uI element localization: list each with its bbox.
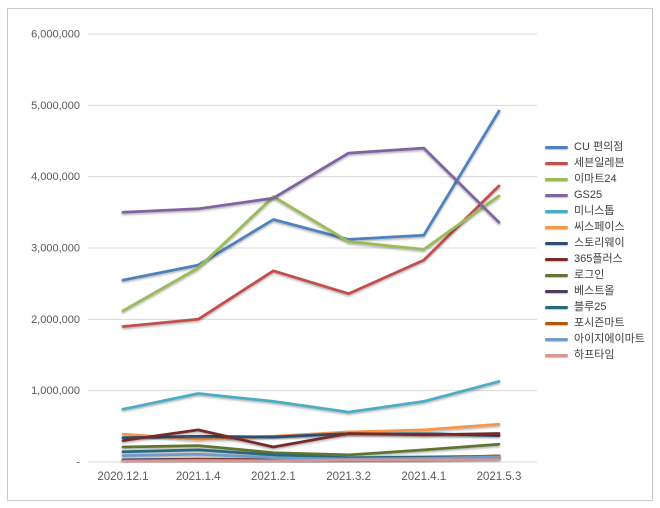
- legend-item: 세븐일레븐: [545, 155, 645, 171]
- legend-line-swatch: [545, 305, 568, 309]
- y-axis-tick-label: 5,000,000: [31, 100, 80, 112]
- legend-label: 하프타임: [574, 349, 615, 361]
- legend-item: 미니스톱: [545, 203, 645, 219]
- x-axis-tick-label: 2021.1.4: [176, 471, 221, 483]
- x-axis-tick-label: 2021.4.1: [401, 471, 446, 483]
- x-axis-tick-label: 2021.2.1: [251, 471, 296, 483]
- legend-line-swatch: [545, 161, 568, 165]
- legend-label: 이마트24: [574, 173, 617, 185]
- legend-line-swatch: [545, 337, 568, 341]
- legend-line-swatch: [545, 289, 568, 293]
- legend-line-swatch: [545, 257, 568, 261]
- y-axis-tick-label: 3,000,000: [31, 243, 80, 255]
- legend-label: 베스트올: [574, 285, 615, 297]
- legend-item: 블루25: [545, 299, 645, 315]
- legend-line-swatch: [545, 321, 568, 325]
- legend-item: 스토리웨이: [545, 235, 645, 251]
- legend-line-swatch: [545, 193, 568, 197]
- legend-label: 블루25: [574, 301, 607, 313]
- legend-item: 포시즌마트: [545, 315, 645, 331]
- series-line: [121, 109, 501, 282]
- legend-line-swatch: [545, 177, 568, 181]
- series-line: [121, 452, 501, 461]
- series-line: [121, 194, 501, 313]
- legend-line-swatch: [545, 209, 568, 213]
- x-axis-tick-label: 2021.5.3: [477, 471, 522, 483]
- legend-line-swatch: [545, 353, 568, 357]
- legend-item: 365플러스: [545, 251, 645, 267]
- legend-label: 씨스페이스: [574, 221, 625, 233]
- series-line: [121, 457, 501, 463]
- legend-label: 365플러스: [574, 253, 623, 265]
- legend-line-swatch: [545, 273, 568, 277]
- legend-line-swatch: [545, 241, 568, 245]
- series-line: [121, 428, 501, 449]
- legend-label: 세븐일레븐: [574, 157, 625, 169]
- legend-label: 미니스톱: [574, 205, 615, 217]
- x-axis-tick-label: 2020.12.1: [97, 471, 148, 483]
- legend-label: 스토리웨이: [574, 237, 625, 249]
- y-axis-tick-label: 1,000,000: [31, 385, 80, 397]
- legend-item: GS25: [545, 187, 645, 203]
- legend-label: GS25: [574, 189, 603, 201]
- legend-line-swatch: [545, 225, 568, 229]
- chart-frame: [7, 8, 653, 501]
- legend-item: 씨스페이스: [545, 219, 645, 235]
- legend-item: 이마트24: [545, 171, 645, 187]
- series-line: [121, 380, 501, 414]
- legend-item: 하프타임: [545, 347, 645, 363]
- series-line: [121, 146, 501, 224]
- legend-item: 로그인: [545, 267, 645, 283]
- y-axis-tick-label: -: [76, 457, 80, 469]
- legend-label: CU 편의점: [574, 141, 624, 153]
- x-axis-tick-label: 2021.3.2: [326, 471, 371, 483]
- legend-line-swatch: [545, 145, 568, 149]
- series-line: [121, 442, 501, 457]
- legend-item: CU 편의점: [545, 139, 645, 155]
- legend-label: 로그인: [574, 269, 605, 281]
- y-axis-tick-label: 2,000,000: [31, 314, 80, 326]
- y-axis-tick-label: 6,000,000: [31, 29, 80, 41]
- legend-item: 베스트올: [545, 283, 645, 299]
- y-axis-tick-label: 4,000,000: [31, 171, 80, 183]
- series-line: [121, 184, 501, 328]
- legend-label: 아이지에이마트: [574, 333, 645, 345]
- legend-label: 포시즌마트: [574, 317, 625, 329]
- legend-item: 아이지에이마트: [545, 331, 645, 347]
